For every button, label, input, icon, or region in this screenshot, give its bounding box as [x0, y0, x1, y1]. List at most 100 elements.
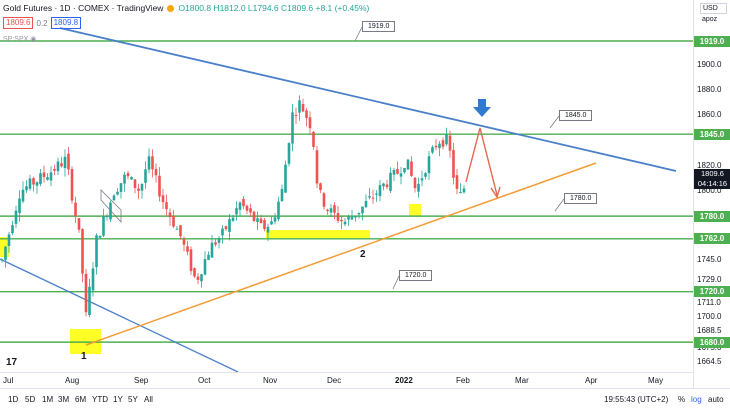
current-price-tag: 1809.6 04:14:16	[694, 169, 730, 189]
candle-body	[375, 193, 378, 195]
range-button-1y[interactable]: 1Y	[113, 395, 123, 404]
range-button-1m[interactable]: 1M	[42, 395, 54, 404]
candle-body	[105, 216, 109, 218]
bar-countdown: 04:14:16	[697, 179, 728, 188]
candle-body	[406, 159, 410, 170]
candle-body	[389, 172, 392, 191]
symbol-title[interactable]: Gold Futures · 1D · COMEX · TradingView	[3, 3, 164, 13]
auto-toggle[interactable]: auto	[708, 395, 724, 404]
candle-body	[53, 168, 56, 171]
range-button-ytd[interactable]: YTD	[92, 395, 108, 404]
candle-body	[378, 185, 382, 197]
candle-body	[7, 234, 11, 247]
price-level-tag: 1680.0	[694, 336, 730, 348]
candle-body	[186, 246, 189, 252]
candle-body	[364, 201, 368, 208]
eye-icon[interactable]: ◉	[30, 36, 37, 43]
candle-body	[217, 238, 221, 243]
candle-body	[336, 213, 340, 221]
sell-button[interactable]: 1809.6	[3, 17, 34, 29]
candle-body	[46, 177, 49, 180]
time-axis[interactable]: Jul Aug Sep Oct Nov Dec 2022 Feb Mar Apr May	[0, 372, 693, 388]
time-axis-label: Oct	[198, 376, 211, 385]
range-button-5d[interactable]: 5D	[25, 395, 36, 404]
candle-body	[144, 169, 147, 183]
range-button-all[interactable]: All	[144, 395, 153, 404]
currency-select[interactable]: USD	[700, 3, 727, 14]
candle-body	[165, 202, 168, 210]
range-button-3m[interactable]: 3M	[58, 395, 70, 404]
candle-body	[42, 172, 46, 178]
log-toggle[interactable]: log	[691, 395, 702, 404]
candle-body	[161, 195, 165, 203]
range-button-1d[interactable]: 1D	[8, 395, 19, 404]
axis-mode[interactable]: apoz	[702, 16, 718, 23]
level-callout-1780[interactable]: 1780.0	[564, 193, 598, 204]
candle-body	[455, 175, 459, 189]
candle-body	[158, 175, 161, 197]
candle-body	[109, 202, 112, 220]
symbol-header: Gold Futures · 1D · COMEX · TradingView …	[3, 3, 369, 13]
candle-body	[301, 103, 305, 112]
candle-body	[448, 135, 452, 151]
lower-trendline	[0, 258, 239, 372]
candle-body	[210, 242, 214, 258]
point-label-1: 1	[81, 351, 87, 362]
candle-body	[182, 238, 186, 245]
candle-body	[249, 208, 252, 213]
price-level-tag: 1720.0	[694, 286, 730, 298]
percent-toggle[interactable]: %	[678, 395, 686, 404]
level-callout-1720[interactable]: 1720.0	[399, 270, 433, 281]
range-button-6m[interactable]: 6M	[75, 395, 87, 404]
callout-connector	[392, 275, 400, 290]
candle-body	[434, 145, 438, 148]
candle-body	[270, 221, 273, 225]
level-callout-1845[interactable]: 1845.0	[559, 110, 593, 121]
candle-body	[350, 216, 354, 220]
candle-body	[424, 173, 427, 177]
candle-body	[329, 208, 333, 213]
level-callout-1919[interactable]: 1919.0	[362, 21, 396, 32]
candle-body	[4, 246, 7, 260]
chart-canvas[interactable]	[0, 0, 693, 372]
candle-body	[18, 198, 21, 214]
callout-connector	[354, 26, 363, 42]
chart-pane[interactable]: Gold Futures · 1D · COMEX · TradingView …	[0, 0, 693, 372]
candle-body	[112, 195, 116, 201]
candle-body	[98, 235, 102, 238]
bottom-toolbar: 1D 5D 1M 3M 6M YTD 1Y 5Y All 19:55:43 (UTC+2) % …	[0, 388, 730, 410]
time-axis-label: Jul	[3, 376, 14, 385]
price-axis-label: 1664.5	[697, 356, 722, 366]
flag-pattern	[100, 189, 122, 224]
candle-body	[200, 274, 203, 282]
candle-body	[238, 202, 242, 210]
price-axis-label: 1820.0	[697, 160, 722, 170]
candle-body	[35, 182, 39, 186]
indicator-legend[interactable]: SP:SPX ◉	[3, 35, 36, 43]
candle-body	[137, 188, 140, 191]
candle-body	[77, 218, 81, 230]
price-axis[interactable]: USD apoz 1900.0 1880.0 1860.0 1820.0 1800.0 1…	[693, 0, 730, 410]
callout-connector	[554, 198, 565, 212]
clock[interactable]: 19:55:43 (UTC+2)	[604, 395, 669, 404]
candle-body	[49, 172, 53, 181]
candle-body	[60, 163, 63, 167]
candle-body	[81, 229, 84, 274]
candle-body	[95, 235, 98, 268]
candle-body	[67, 153, 70, 170]
candle-body	[203, 259, 207, 275]
candle-body	[266, 226, 270, 233]
candle-body	[322, 193, 326, 207]
candle-body	[438, 143, 441, 149]
candle-body	[403, 168, 406, 173]
candle-body	[214, 242, 217, 245]
price-axis-label: 1800.0	[697, 185, 722, 195]
candle-body	[189, 249, 193, 272]
candle-body	[133, 179, 137, 189]
candle-body	[396, 168, 399, 174]
price-axis-label: 1675.0	[697, 343, 722, 353]
range-button-5y[interactable]: 5Y	[128, 395, 138, 404]
candle-body	[221, 228, 224, 236]
buy-button[interactable]: 1809.8	[50, 17, 82, 29]
candle-body	[294, 114, 298, 116]
